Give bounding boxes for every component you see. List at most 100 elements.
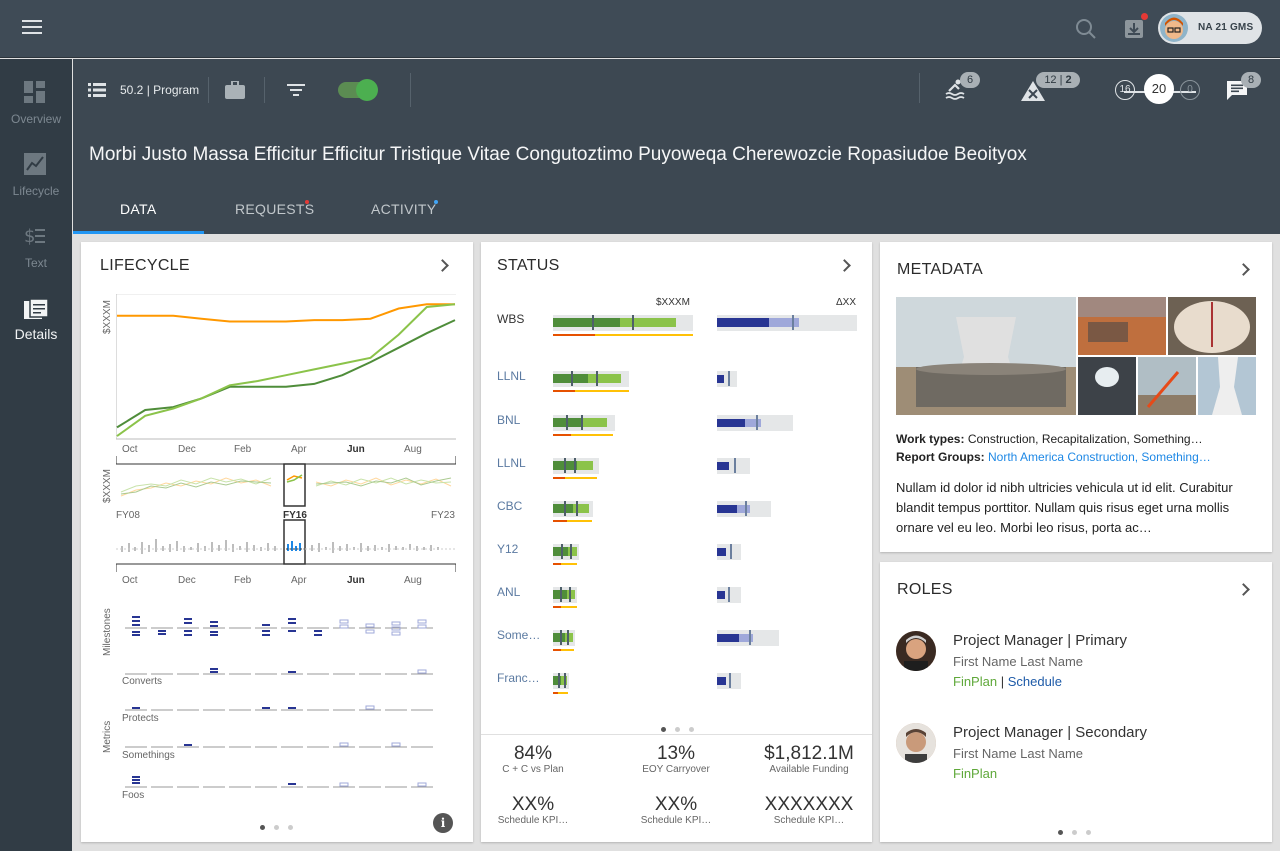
briefcase-icon[interactable] [225, 81, 245, 99]
budget-tick [596, 371, 598, 386]
chat-icon[interactable] [1227, 81, 1247, 101]
divider [481, 734, 872, 735]
filter-icon[interactable] [287, 84, 305, 96]
toggle-knob [356, 79, 378, 101]
pagination-dots[interactable] [260, 817, 302, 835]
chevron-right-icon[interactable] [1237, 263, 1250, 276]
user-menu[interactable]: NA 21 GMS [1158, 12, 1262, 44]
budget-line-yellow [575, 390, 629, 392]
alert-badge: 12 | 2 [1036, 72, 1080, 88]
metric-row-label: Converts [122, 676, 163, 687]
status-col2-header: ΔXX [836, 297, 857, 308]
dollar-list-icon: $ [24, 226, 45, 247]
user-label: NA 21 GMS [1198, 22, 1254, 33]
photo-crane-lift[interactable] [1138, 357, 1196, 415]
photo-cooling-tower[interactable] [896, 297, 1076, 415]
month-label: Apr [291, 444, 307, 455]
photo-tower-interior[interactable] [1168, 297, 1256, 355]
lifecycle-title: LIFECYCLE [100, 257, 190, 274]
toggle-switch[interactable] [338, 79, 378, 101]
divider [919, 73, 920, 103]
documents-icon [24, 299, 49, 319]
stepper-right[interactable]: 0 [1180, 80, 1200, 100]
delta-tick [745, 501, 747, 516]
photo-construction-site[interactable] [1078, 297, 1166, 355]
budget-line-red [553, 477, 565, 479]
svg-text:$: $ [24, 226, 35, 247]
lifecycle-ylabel: $XXXM [102, 300, 113, 334]
budget-tick [569, 587, 571, 602]
avatar[interactable] [896, 631, 936, 671]
budget-tick [560, 587, 562, 602]
avatar[interactable] [896, 723, 936, 763]
budget-tick [558, 673, 560, 688]
metric-row-label: Somethings [122, 750, 175, 761]
budget-tick [564, 673, 566, 688]
spark-ylabel: $XXXM [102, 469, 113, 503]
nav-text[interactable]: $ Text [0, 203, 72, 273]
year-sparkline-strip[interactable] [116, 456, 456, 576]
delta-tick [728, 587, 730, 602]
photo-dark-chamber[interactable] [1078, 357, 1136, 415]
month-label: Oct [122, 444, 138, 455]
kpi-label: Schedule KPI… [640, 815, 712, 826]
budget-line-red [553, 520, 567, 522]
chevron-right-icon[interactable] [436, 259, 449, 272]
list-icon[interactable] [88, 83, 106, 97]
photo-tower-exterior[interactable] [1198, 357, 1256, 415]
info-icon[interactable]: i [433, 813, 453, 833]
pagination-dots[interactable] [1058, 822, 1100, 840]
budget-line-red [553, 563, 561, 565]
tab-requests[interactable]: REQUESTS [235, 201, 315, 217]
nav-label: Text [24, 256, 47, 270]
stepper-center[interactable]: 20 [1144, 74, 1174, 104]
divider [208, 77, 209, 103]
month-label: Dec [178, 444, 196, 455]
page-title: Morbi Justo Massa Efficitur Efficitur Tr… [89, 144, 1027, 165]
search-icon[interactable] [1075, 18, 1097, 40]
alert-triangle-icon[interactable] [1021, 81, 1045, 101]
tab-activity[interactable]: ACTIVITY [371, 201, 437, 217]
chart-icon [24, 153, 46, 175]
work-types-label: Work types: [896, 432, 965, 446]
kpi-value: 84% [513, 743, 553, 764]
active-tab-indicator [73, 231, 204, 234]
stepper-left[interactable]: 16 [1115, 80, 1135, 100]
page-header: 50.2 | Program 6 12 | 2 16 20 0 8 Morbi … [73, 59, 1280, 234]
report-groups-label: Report Groups: [896, 450, 985, 464]
role-links: FinPlan | Schedule [953, 674, 1062, 689]
chevron-right-icon[interactable] [838, 259, 851, 272]
chevron-right-icon[interactable] [1237, 583, 1250, 596]
budget-line-red [553, 390, 575, 392]
month-label: Apr [291, 575, 307, 586]
nav-details[interactable]: Details [0, 59, 72, 342]
menu-icon[interactable] [22, 20, 42, 36]
month-label: Dec [178, 575, 196, 586]
finplan-link[interactable]: FinPlan [953, 766, 998, 781]
report-groups-link[interactable]: North America Construction, Something… [988, 450, 1211, 464]
waves-badge: 6 [960, 72, 980, 88]
pagination-dots[interactable] [661, 719, 703, 737]
status-row-label: LLNL [497, 456, 526, 470]
finplan-link[interactable]: FinPlan [953, 674, 998, 689]
role-person-name: First Name Last Name [953, 746, 1084, 761]
nav-lifecycle[interactable]: Lifecycle [0, 131, 72, 201]
schedule-link[interactable]: Schedule [1007, 674, 1062, 689]
kpi-value: 13% [656, 743, 696, 764]
inbox-icon[interactable] [1124, 19, 1144, 39]
kpi-label: Available Funding [769, 764, 849, 775]
delta-bar-actual [717, 677, 726, 685]
month-label: Jun [347, 444, 365, 455]
kpi-label: EOY Carryover [642, 764, 710, 775]
work-types-value: Construction, Recapitalization, Somethin… [967, 432, 1203, 446]
nav-overview[interactable]: Overview [0, 59, 72, 129]
lifecycle-card: LIFECYCLE $XXXM Oct Dec Feb Apr Jun Aug … [81, 242, 473, 842]
tab-data[interactable]: DATA [120, 201, 157, 217]
kpi-label: C + C vs Plan [502, 764, 564, 775]
waves-icon[interactable] [945, 79, 967, 101]
metrics-label: Metrics [102, 720, 113, 753]
status-row-label: Y12 [497, 542, 519, 556]
budget-bar-actual [553, 633, 565, 642]
report-groups: Report Groups: North America Constructio… [896, 450, 1211, 464]
delta-bar-actual [717, 591, 725, 599]
